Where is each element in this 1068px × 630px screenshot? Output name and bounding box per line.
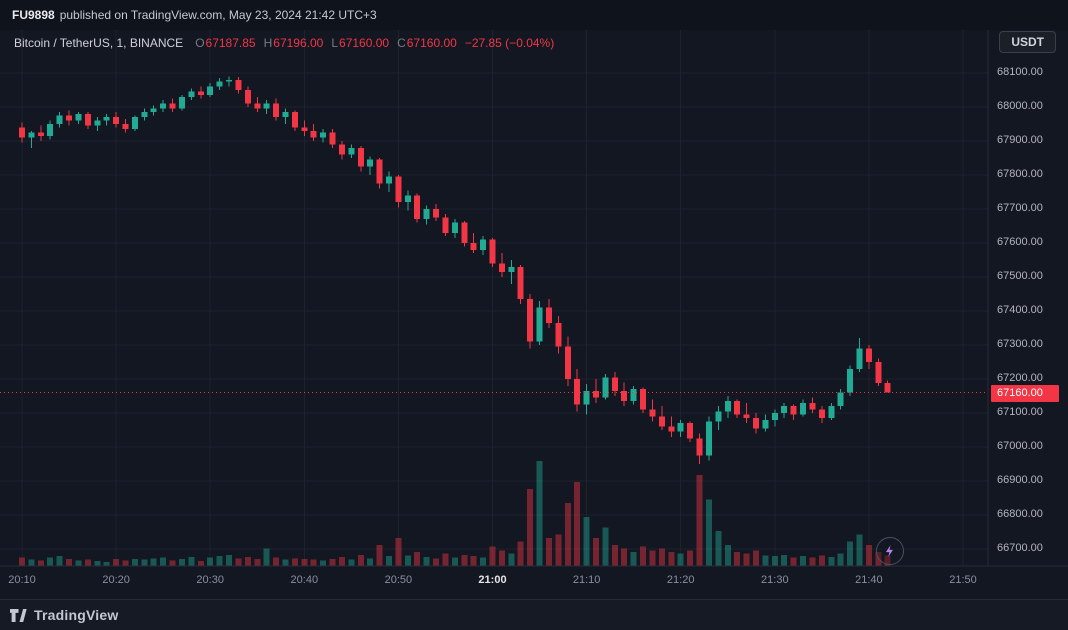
time-tick: 20:50 [384,574,413,586]
time-tick: 21:20 [666,574,695,586]
price-tick: 67200.00 [997,372,1043,384]
price-tick: 67600.00 [997,236,1043,248]
time-tick: 20:30 [196,574,224,586]
price-tick: 67700.00 [997,202,1043,214]
flash-button[interactable] [876,537,904,565]
price-tick: 66900.00 [997,474,1043,486]
price-tick: 67900.00 [997,134,1043,146]
publisher-username: FU9898 [12,8,55,22]
time-tick: 20:20 [102,574,130,586]
price-tick: 67400.00 [997,304,1043,316]
price-tick: 67500.00 [997,270,1043,282]
high-value: 67196.00 [273,36,324,50]
low-value: 67160.00 [339,36,390,50]
open-value: 67187.85 [205,36,256,50]
brand-name[interactable]: TradingView [34,607,119,623]
close-value: 67160.00 [406,36,457,50]
high-label: H [263,36,273,50]
price-tick: 67800.00 [997,168,1043,180]
chart-legend: Bitcoin / TetherUS, 1, BINANCE O 67187.85… [14,36,554,50]
ohlc-values: O 67187.85 H 67196.00 L 67160.00 C 67160.00 … [195,36,554,50]
close-label: C [397,36,406,50]
last-price-label: 67160.00 [991,384,1059,402]
footer-bar: TradingView [0,599,1068,630]
time-tick: 21:10 [572,574,601,586]
time-tick: 21:30 [761,574,789,586]
time-tick: 20:10 [8,574,36,586]
change-value: −27.85 (−0.04%) [464,36,555,50]
open-label: O [195,36,205,50]
symbol-title: Bitcoin / TetherUS, 1, BINANCE [14,36,184,50]
price-tick: 68100.00 [997,66,1043,78]
tradingview-logo [10,608,27,622]
price-tick: 66700.00 [997,542,1043,554]
price-tick: 67300.00 [997,338,1043,350]
price-tick: 67100.00 [997,406,1043,418]
price-tick: 68000.00 [997,100,1043,112]
low-label: L [331,36,339,50]
time-tick: 20:40 [290,574,319,586]
publish-info-text: published on TradingView.com, May 23, 20… [59,8,377,22]
price-tick: 67000.00 [997,440,1043,452]
lightning-icon [885,545,893,557]
publish-bar: FU9898 published on TradingView.com, May… [0,0,1068,30]
currency-toggle-button[interactable]: USDT [999,31,1056,53]
time-tick: 21:00 [478,574,507,586]
time-tick: 21:40 [855,574,883,586]
price-tick: 66800.00 [997,508,1043,520]
time-tick: 21:50 [949,574,977,586]
